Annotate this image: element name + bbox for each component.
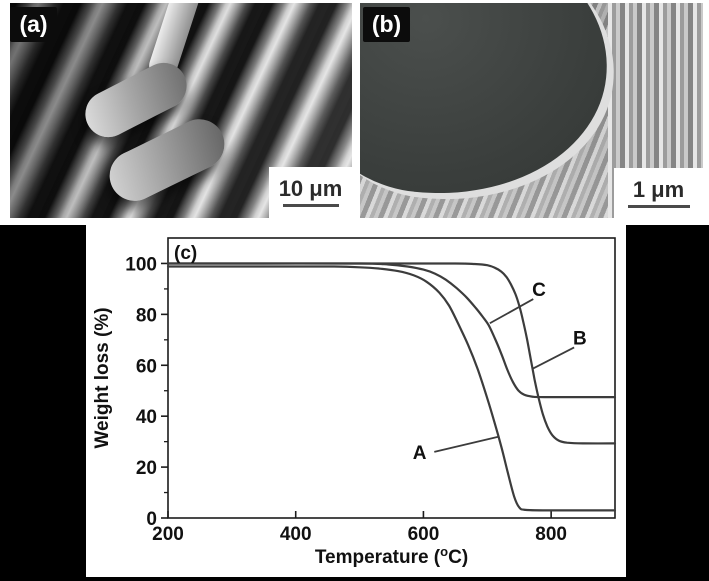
x-tick-label: 200: [152, 524, 184, 545]
sem-panel-a: (a) 10 μm: [10, 3, 352, 218]
x-axis-title: Temperature (oC): [315, 544, 468, 568]
panel-b-scale-bar: 1 μm: [614, 168, 703, 218]
annotation-line-B: [531, 346, 575, 370]
y-tick-label: 40: [136, 407, 157, 428]
chart-section: 200 400 600 800 0 20 40 60 80 100 A B C (c) Weight los…: [0, 225, 709, 581]
plot-frame: [167, 237, 616, 519]
y-tick-label: 100: [125, 254, 157, 275]
x-tick-label: 800: [535, 524, 567, 545]
curve-label-A: A: [413, 443, 427, 464]
x-tick-label: 600: [408, 524, 440, 545]
curve-label-B: B: [573, 328, 587, 349]
scale-bar-text: 10 μm: [278, 176, 343, 201]
scale-bar-line: [627, 204, 690, 208]
chart-inset: 200 400 600 800 0 20 40 60 80 100 A B C (c) Weight los…: [86, 225, 626, 577]
y-tick-label: 80: [136, 305, 157, 326]
annotation-line-A: [434, 435, 500, 453]
scale-bar-line: [282, 204, 339, 207]
panel-b-label: (b): [363, 7, 410, 42]
curve-label-C: C: [532, 280, 546, 301]
scale-bar-text: 1 μm: [632, 176, 685, 202]
y-tick-label: 20: [136, 458, 157, 479]
y-tick-label: 0: [146, 509, 157, 530]
tga-chart: 200 400 600 800 0 20 40 60 80 100 A B C (c) Weight los…: [92, 237, 617, 568]
panel-c-label: (c): [174, 243, 197, 264]
y-tick-label: 60: [136, 356, 157, 377]
sem-panel-b: (b) 1 μm: [360, 3, 703, 218]
panel-a-scale-bar: 10 μm: [269, 167, 352, 218]
curve-B: [166, 262, 617, 445]
curve-C: [166, 262, 617, 399]
x-tick-label: 400: [280, 524, 312, 545]
annotation-line-C: [489, 298, 534, 325]
panel-a-label: (a): [10, 7, 57, 42]
curve-A: [166, 265, 617, 512]
y-axis-title: Weight loss (%): [92, 307, 113, 448]
